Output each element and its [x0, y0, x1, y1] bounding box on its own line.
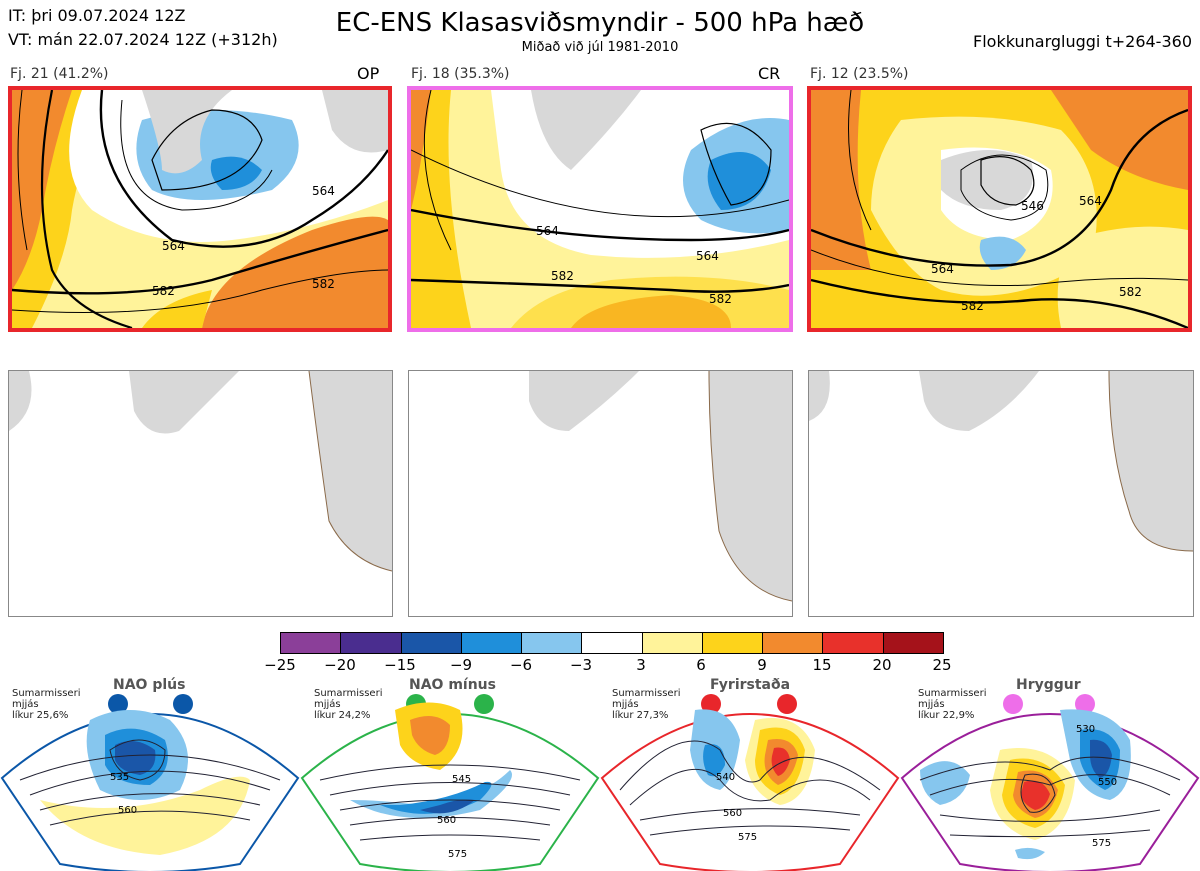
colorbar-tick: 3	[636, 656, 646, 674]
regime-2-probability: líkur 24,2%	[314, 710, 371, 721]
regime-1-probability: líkur 25,6%	[12, 710, 69, 721]
basemap-2	[408, 370, 793, 617]
colorbar-tick: −20	[324, 656, 356, 674]
colorbar-swatch	[341, 633, 402, 653]
cluster-1-label: Fj. 21 (41.2%)	[10, 66, 109, 82]
regime-map-4: 530 550 575	[900, 690, 1200, 871]
regime-1-contour-label: 560	[118, 805, 137, 816]
regime-3-probability: líkur 27,3%	[612, 710, 669, 721]
colorbar-swatch	[883, 633, 943, 653]
contour-label: 582	[1119, 285, 1142, 299]
colorbar-tick: −3	[569, 656, 593, 674]
regime-4-probability: líkur 22,9%	[918, 710, 975, 721]
regime-3-contour-label: 540	[716, 772, 735, 783]
colorbar-tick: −15	[384, 656, 416, 674]
contour-label: 564	[696, 249, 719, 263]
contour-label: 564	[312, 184, 335, 198]
contour-label: 564	[536, 224, 559, 238]
regime-4-marker	[1003, 694, 1023, 714]
colorbar-swatch	[763, 633, 824, 653]
regime-4-marker	[1075, 694, 1095, 714]
regime-2-months: mjjás	[314, 699, 341, 710]
init-time: IT: þri 09.07.2024 12Z	[8, 6, 186, 25]
cluster-3-label: Fj. 12 (23.5%)	[810, 66, 909, 82]
regime-3-name: Fyrirstaða	[710, 677, 791, 693]
colorbar-tick: 15	[812, 656, 832, 674]
colorbar-swatch	[642, 633, 703, 653]
page-title: EC-ENS Klasasviðsmyndir - 500 hPa hæð	[335, 8, 865, 38]
regime-3-marker	[777, 694, 797, 714]
regime-1-season: Sumarmisseri	[12, 688, 81, 699]
colorbar	[280, 632, 944, 654]
valid-time: VT: mán 22.07.2024 12Z (+312h)	[8, 30, 278, 49]
regime-4-contour-label: 530	[1076, 724, 1095, 735]
colorbar-swatch	[702, 633, 764, 653]
cluster-1-tag: OP	[357, 64, 380, 83]
colorbar-swatch	[281, 633, 342, 653]
contour-label: 564	[931, 262, 954, 276]
cluster-2-tag: CR	[758, 64, 781, 83]
colorbar-swatch	[823, 633, 884, 653]
contour-label: 582	[961, 299, 984, 313]
regime-4-name: Hryggur	[1016, 677, 1081, 693]
contour-label: 582	[709, 292, 732, 306]
contour-label: 546	[1021, 199, 1044, 213]
regime-2-contour-label: 545	[452, 774, 471, 785]
regime-1-months: mjjás	[12, 699, 39, 710]
contour-label: 564	[1079, 194, 1102, 208]
regime-map-3: 540 560 575	[600, 690, 900, 871]
regime-3-season: Sumarmisseri	[612, 688, 681, 699]
colorbar-swatch	[401, 633, 462, 653]
colorbar-swatch	[461, 633, 523, 653]
colorbar-tick: −25	[264, 656, 296, 674]
regime-3-months: mjjás	[612, 699, 639, 710]
colorbar-tick: 25	[932, 656, 952, 674]
colorbar-tick: −9	[449, 656, 473, 674]
cluster-2-label: Fj. 18 (35.3%)	[411, 66, 510, 82]
regime-1-name: NAO plús	[113, 677, 186, 693]
regime-2-contour-label: 575	[448, 849, 467, 860]
regime-2-marker	[474, 694, 494, 714]
contour-label: 582	[312, 277, 335, 291]
classification-window: Flokkunargluggi t+264-360	[973, 32, 1192, 51]
regime-2-contour-label: 560	[437, 815, 456, 826]
regime-map-2: 545 560 575	[300, 690, 600, 871]
colorbar-swatch	[582, 633, 643, 653]
regime-3-marker	[701, 694, 721, 714]
contour-label: 582	[152, 284, 175, 298]
colorbar-swatch	[522, 633, 583, 653]
cluster-map-1: 564 564 582 582	[8, 86, 392, 332]
regime-3-contour-label: 575	[738, 832, 757, 843]
contour-label: 582	[551, 269, 574, 283]
regime-4-months: mjjás	[918, 699, 945, 710]
basemap-1	[8, 370, 393, 617]
colorbar-tick: 6	[696, 656, 706, 674]
colorbar-tick: 9	[757, 656, 767, 674]
basemap-3	[808, 370, 1194, 617]
regime-1-contour-label: 535	[110, 772, 129, 783]
regime-4-season: Sumarmisseri	[918, 688, 987, 699]
cluster-map-2: 564 564 582 582	[407, 86, 793, 332]
regime-4-contour-label: 575	[1092, 838, 1111, 849]
contour-label: 564	[162, 239, 185, 253]
regime-1-marker	[173, 694, 193, 714]
regime-4-contour-label: 550	[1098, 777, 1117, 788]
regime-3-contour-label: 560	[723, 808, 742, 819]
regime-1-marker	[108, 694, 128, 714]
cluster-map-3: 564 564 582 582 546	[807, 86, 1192, 332]
page-subtitle: Miðað við júl 1981-2010	[521, 40, 679, 55]
regime-map-1: 535 560	[0, 690, 300, 871]
regime-2-season: Sumarmisseri	[314, 688, 383, 699]
colorbar-tick: −6	[509, 656, 533, 674]
regime-2-name: NAO mínus	[409, 677, 496, 693]
colorbar-tick: 20	[872, 656, 892, 674]
